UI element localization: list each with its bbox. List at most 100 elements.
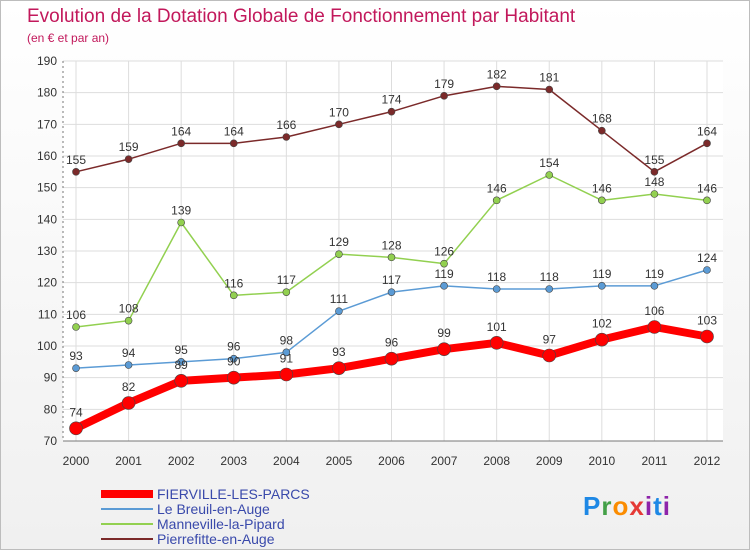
data-point: [545, 285, 554, 293]
data-label: 164: [224, 124, 244, 138]
data-label: 126: [434, 245, 454, 259]
data-label: 119: [592, 267, 611, 281]
data-label: 93: [332, 345, 346, 359]
data-point: [335, 307, 343, 315]
y-tick-label: 110: [38, 307, 57, 321]
data-label: 128: [381, 238, 401, 252]
data-point: [174, 374, 188, 388]
data-point: [440, 92, 448, 100]
data-point: [124, 316, 133, 325]
data-point: [647, 320, 662, 334]
data-label: 103: [697, 314, 717, 328]
data-point: [384, 351, 399, 366]
data-label: 159: [119, 140, 139, 154]
x-tick-label: 2011: [642, 454, 668, 468]
data-point: [282, 288, 291, 296]
y-tick-label: 170: [37, 117, 57, 131]
x-tick-label: 2010: [588, 454, 615, 468]
data-point: [700, 329, 714, 344]
data-point: [387, 288, 396, 296]
data-point: [703, 139, 711, 148]
y-tick-label: 140: [37, 212, 57, 226]
data-point: [72, 323, 80, 331]
data-point: [598, 196, 606, 205]
x-tick-label: 2009: [536, 454, 563, 468]
data-label: 99: [437, 326, 451, 340]
data-label: 116: [224, 276, 243, 290]
data-label: 181: [539, 71, 559, 85]
data-point: [69, 421, 83, 436]
data-point: [279, 367, 294, 382]
data-label: 146: [697, 181, 717, 195]
x-tick-label: 2006: [378, 454, 405, 468]
data-point: [650, 190, 659, 198]
data-point: [437, 342, 451, 356]
data-label: 166: [276, 118, 296, 132]
data-label: 97: [543, 333, 557, 347]
data-label: 94: [122, 346, 136, 360]
data-label: 118: [540, 270, 559, 284]
data-label: 146: [487, 181, 507, 195]
data-label: 90: [227, 355, 241, 369]
data-label: 102: [592, 317, 612, 331]
data-label: 96: [227, 340, 241, 354]
data-point: [72, 168, 80, 176]
data-label: 91: [280, 352, 294, 366]
x-tick-label: 2008: [483, 454, 510, 468]
data-label: 154: [539, 156, 559, 170]
x-tick-label: 2005: [326, 454, 353, 468]
data-label: 111: [330, 292, 349, 306]
data-label: 93: [69, 349, 83, 363]
data-point: [650, 168, 659, 176]
legend: FIERVILLE-LES-PARCS Le Breuil-en-Auge Ma…: [101, 485, 310, 547]
data-point: [545, 171, 554, 179]
y-tick-label: 130: [37, 244, 57, 258]
data-point: [229, 354, 238, 363]
data-point: [387, 107, 396, 116]
data-point: [121, 396, 136, 410]
legend-swatch: [101, 489, 153, 498]
data-label: 106: [66, 308, 86, 322]
data-label: 119: [435, 267, 454, 281]
data-point: [492, 82, 501, 91]
data-point: [282, 133, 291, 141]
data-label: 146: [592, 181, 612, 195]
data-point: [177, 358, 185, 366]
legend-swatch: [101, 537, 153, 540]
data-label: 164: [697, 124, 717, 138]
data-label: 117: [382, 273, 401, 287]
data-point: [545, 85, 554, 94]
data-label: 182: [487, 67, 507, 81]
legend-label: Le Breuil-en-Auge: [157, 500, 270, 517]
data-point: [440, 259, 448, 268]
data-label: 174: [381, 93, 401, 107]
data-label: 168: [592, 112, 612, 126]
data-label: 155: [644, 153, 664, 167]
x-tick-label: 2012: [694, 454, 721, 468]
data-label: 117: [277, 273, 296, 287]
data-point: [440, 282, 448, 290]
x-tick-label: 2000: [63, 454, 90, 468]
data-point: [177, 139, 185, 148]
legend-item: Pierrefitte-en-Auge: [101, 531, 310, 547]
data-point: [124, 361, 133, 369]
data-label: 155: [66, 153, 86, 167]
y-tick-label: 100: [37, 339, 57, 353]
legend-item: Manneville-la-Pipard: [101, 516, 310, 532]
data-label: 179: [434, 77, 454, 91]
data-point: [598, 282, 606, 290]
data-label: 101: [487, 320, 507, 334]
legend-label: FIERVILLE-LES-PARCS: [157, 485, 310, 502]
data-point: [282, 348, 291, 357]
y-tick-label: 160: [37, 149, 57, 163]
chart-subtitle: (en € et par an): [27, 31, 110, 45]
y-tick-label: 120: [37, 276, 57, 290]
data-point: [542, 348, 557, 363]
data-label: 139: [171, 204, 191, 218]
y-tick-label: 180: [37, 86, 57, 100]
data-point: [335, 250, 343, 258]
data-label: 98: [280, 333, 294, 347]
data-point: [124, 155, 133, 163]
data-label: 129: [329, 235, 349, 249]
